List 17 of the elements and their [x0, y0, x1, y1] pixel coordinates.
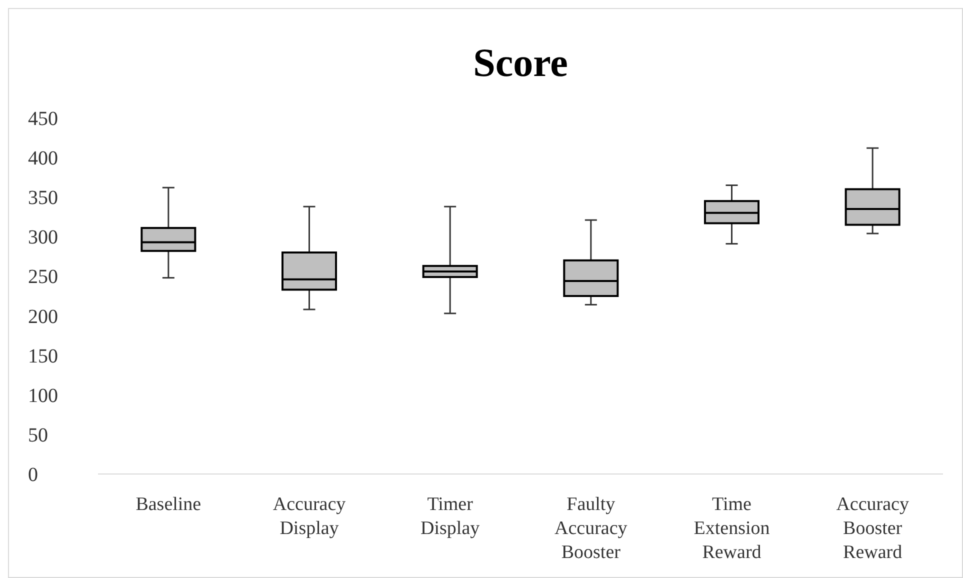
x-tick-label: Time Extension Reward [694, 494, 770, 563]
chart-title: Score [473, 40, 568, 85]
y-tick-label: 150 [28, 345, 58, 368]
y-tick-label: 300 [28, 226, 58, 249]
x-tick-label: Accuracy Display [272, 494, 346, 539]
y-tick-label: 200 [28, 306, 58, 328]
x-tick-label: Accuracy Booster Reward [836, 494, 910, 563]
y-tick-label: 400 [28, 148, 58, 170]
y-tick-label: 350 [28, 187, 58, 210]
y-tick-label: 450 [28, 108, 58, 130]
x-tick-label: Faulty Accuracy Booster [554, 494, 628, 563]
y-tick-label: 0 [28, 464, 38, 486]
y-tick-label: 100 [28, 384, 58, 407]
x-tick-label: Timer Display [420, 494, 480, 539]
y-tick-label: 250 [28, 266, 58, 288]
x-tick-label: Baseline [136, 494, 202, 515]
y-tick-label: 50 [28, 424, 48, 446]
